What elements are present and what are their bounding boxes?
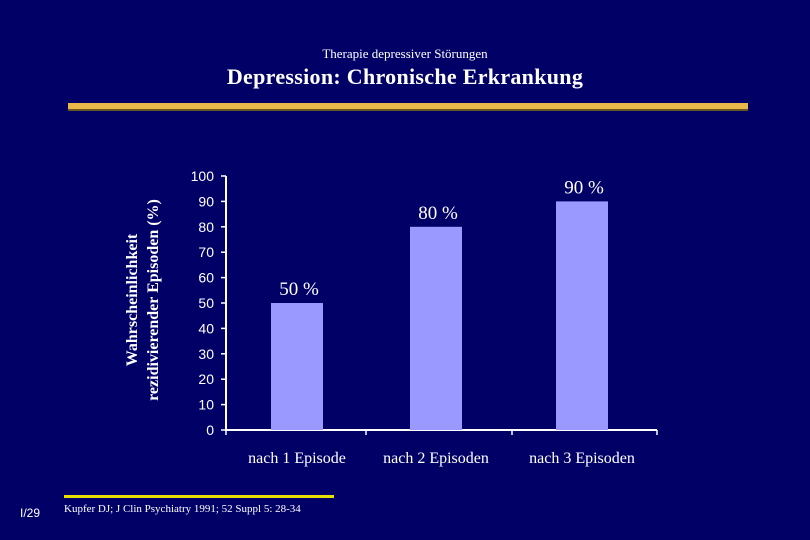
source-underline (64, 495, 334, 498)
y-tick-label: 50 (198, 295, 214, 311)
y-tick-label: 80 (198, 219, 214, 235)
x-axis: nach 1 Episode nach 2 Episoden nach 3 Epis… (225, 429, 658, 467)
x-tick-label: nach 1 Episode (248, 450, 346, 467)
data-label: 50 % (279, 279, 319, 300)
y-tick-label: 30 (198, 346, 214, 362)
y-axis: 0 10 20 30 40 50 60 70 80 90 100 (191, 168, 227, 438)
y-tick-label: 20 (198, 371, 214, 387)
data-label: 80 % (418, 203, 458, 224)
y-tick-label: 100 (191, 168, 215, 184)
data-labels: 50 % 80 % 90 % (279, 177, 604, 300)
bar (556, 201, 608, 430)
slide-subtitle: Therapie depressiver Störungen (322, 46, 488, 61)
y-tick-label: 60 (198, 270, 214, 286)
y-tick-label: 0 (206, 422, 214, 438)
x-tick-label: nach 2 Episoden (383, 450, 489, 467)
y-tick-label: 10 (198, 397, 214, 413)
bar (271, 303, 323, 430)
y-tick-label: 40 (198, 320, 214, 336)
y-tick-label: 90 (198, 193, 214, 209)
source-citation: Kupfer DJ; J Clin Psychiatry 1991; 52 Su… (64, 503, 301, 515)
bar (410, 226, 462, 430)
page-number: I/29 (20, 506, 41, 520)
slide-title: Depression: Chronische Erkrankung (226, 64, 584, 89)
bars (271, 201, 608, 430)
title-underline (68, 103, 748, 109)
x-tick-label: nach 3 Episoden (529, 450, 635, 467)
data-label: 90 % (564, 177, 604, 198)
y-tick-label: 70 (198, 244, 214, 260)
